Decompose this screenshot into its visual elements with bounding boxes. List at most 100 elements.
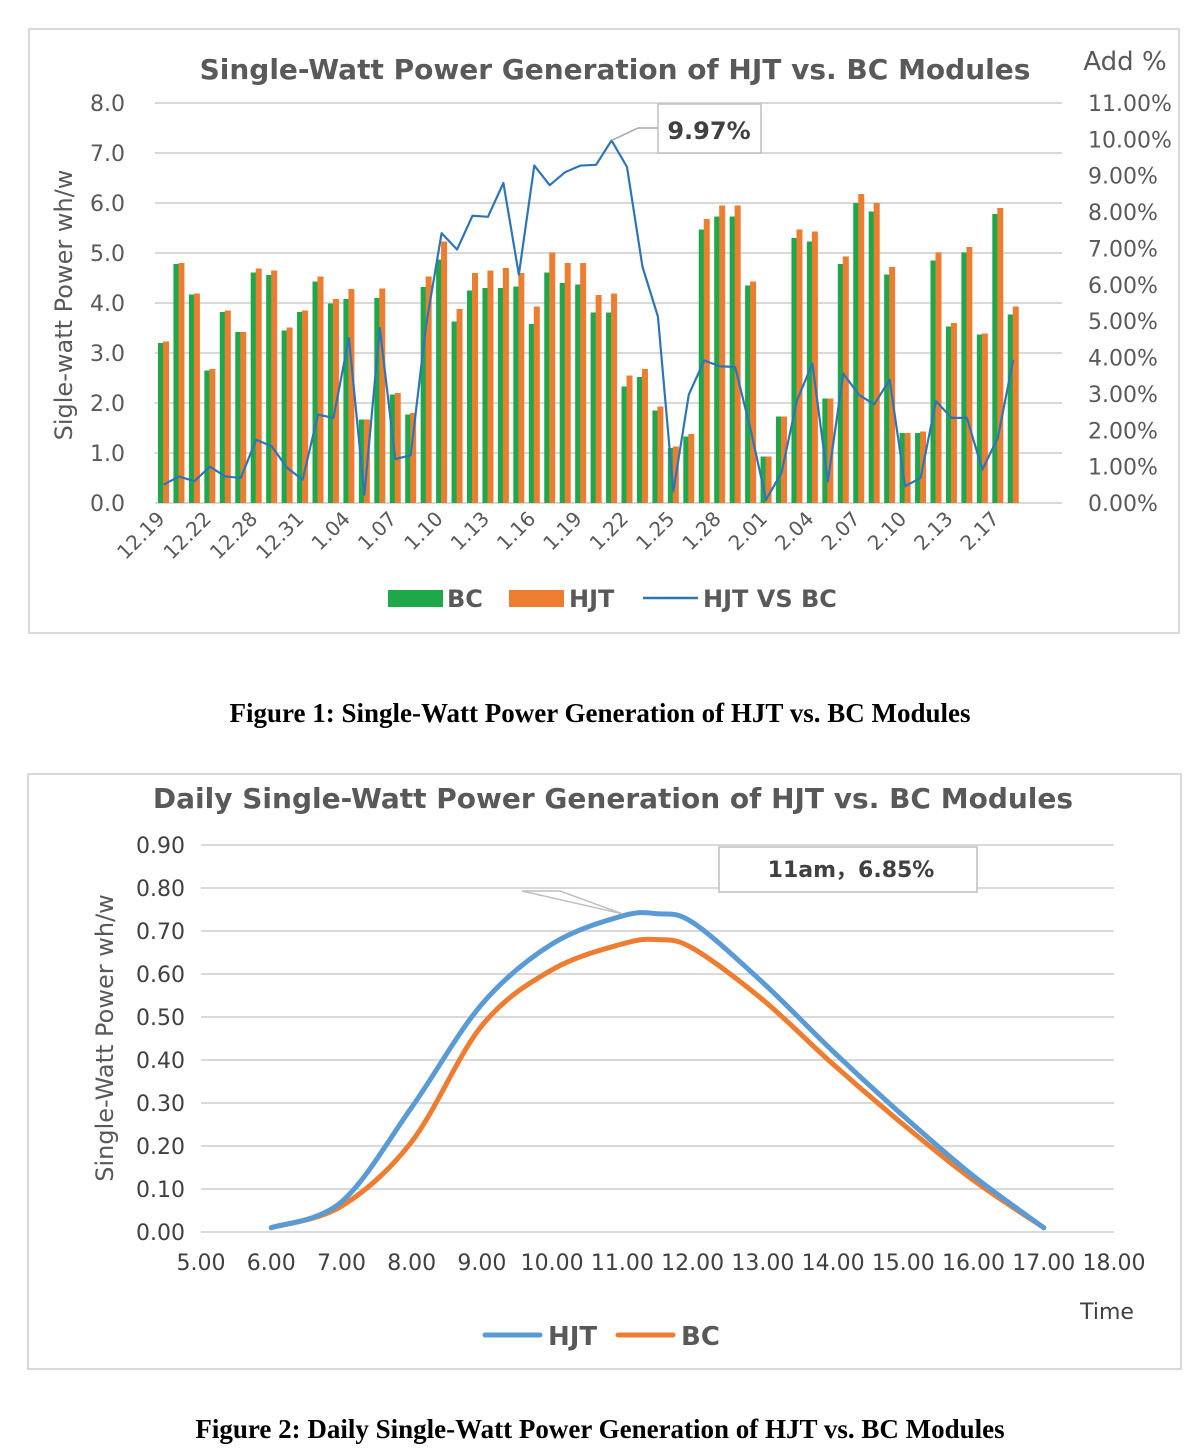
y-tick-label: 0.0 <box>90 492 125 517</box>
bar-hjt <box>950 323 957 503</box>
bar-hjt <box>611 293 618 503</box>
bar-bc <box>575 284 582 503</box>
annotation-box <box>657 103 762 154</box>
x-tick-label: 15.00 <box>872 1251 935 1276</box>
chart-2: 0.00 0.10 0.20 0.30 0.40 0.50 0.60 0.70 0.80 0.90… <box>91 782 1145 1352</box>
bar-bc <box>343 299 350 503</box>
y-axis-title: Single-Watt Power wh/w <box>91 894 119 1182</box>
bar-hjt <box>549 252 556 503</box>
bar-bc <box>683 436 690 503</box>
y-tick-label: 0.80 <box>136 877 185 902</box>
bar-hjt <box>518 273 525 503</box>
line-hjt-vs-bc <box>162 139 1015 501</box>
y-tick-label: 0.60 <box>136 963 185 988</box>
bar-bc <box>436 259 443 503</box>
bar-bc <box>389 394 396 503</box>
x-tick-label: 10.00 <box>521 1251 584 1276</box>
bar-hjt <box>842 256 849 503</box>
legend-swatch-hjt <box>509 590 564 607</box>
bar-bc <box>420 287 427 503</box>
bar-hjt <box>302 310 309 503</box>
bar-bc <box>760 456 767 503</box>
y2-tick-label: 3.00% <box>1088 383 1158 408</box>
bar-bc <box>513 286 520 503</box>
annotation-label: 9.97% <box>667 117 750 145</box>
bar-bc <box>188 294 195 503</box>
legend-label-hjt: HJT <box>548 1322 597 1352</box>
bar-hjt <box>255 268 262 503</box>
y-tick-label: 6.0 <box>90 192 125 217</box>
bar-hjt <box>811 231 818 503</box>
bar-bc <box>219 312 226 503</box>
bar-hjt <box>379 288 386 503</box>
bar-hjt <box>719 205 726 503</box>
y2-tick-label: 7.00% <box>1088 237 1158 262</box>
y-tick-label: 0.50 <box>136 1006 185 1031</box>
bar-hjt <box>286 327 293 503</box>
x-tick-label: 16.00 <box>942 1251 1005 1276</box>
y-tick-label: 0.30 <box>136 1092 185 1117</box>
bar-bc <box>250 272 257 503</box>
y-tick-label: 0.40 <box>136 1049 185 1074</box>
legend-label-bc: BC <box>447 585 483 613</box>
bar-hjt <box>873 203 880 503</box>
x-tick-label: 17.00 <box>1012 1251 1075 1276</box>
bar-hjt <box>502 268 509 503</box>
y-tick-label: 4.0 <box>90 292 125 317</box>
y-tick-label: 1.0 <box>90 442 125 467</box>
bar-hjt <box>348 289 355 503</box>
bar-hjt <box>1012 306 1019 503</box>
bar-hjt <box>394 393 401 503</box>
y-tick-label: 2.0 <box>90 392 125 417</box>
bar-bc <box>204 370 211 503</box>
bar-bc <box>621 386 628 503</box>
y-tick-label: 0.70 <box>136 920 185 945</box>
bar-bc <box>281 330 288 503</box>
figure-1-caption: Figure 1: Single-Watt Power Generation o… <box>229 698 971 728</box>
bar-hjt <box>657 406 664 503</box>
bar-bc <box>405 414 412 503</box>
bar-bc <box>1007 314 1014 503</box>
chart-1: 0.0 1.0 2.0 3.0 4.0 5.0 6.0 7.0 8.0 0.00% 1.00% 2.0… <box>50 47 1172 613</box>
bar-hjt <box>209 369 216 503</box>
bar-bc <box>652 410 659 503</box>
bar-hjt <box>981 333 988 503</box>
bar-bc <box>451 321 458 503</box>
figure-2-frame <box>27 773 1182 1370</box>
annotation-box <box>718 846 978 893</box>
bar-bc <box>297 312 304 503</box>
bar-hjt <box>456 309 463 503</box>
line-hjt <box>268 910 1047 1231</box>
bar-hjt <box>641 369 648 503</box>
bar-bc <box>791 238 798 503</box>
bar-bc <box>961 252 968 503</box>
y2-tick-label: 0.00% <box>1088 492 1158 517</box>
legend-label-bc: BC <box>681 1322 720 1352</box>
bar-hjt <box>688 434 695 503</box>
annotation-leader <box>611 127 658 142</box>
y-tick-label: 3.0 <box>90 342 125 367</box>
legend-label-line: HJT VS BC <box>703 585 837 613</box>
y-tick-label: 0.90 <box>136 834 185 859</box>
bar-hjt <box>626 375 633 503</box>
x-tick-label: 14.00 <box>802 1251 865 1276</box>
bar-hjt <box>271 270 278 503</box>
figure-2-caption: Figure 2: Daily Single-Watt Power Genera… <box>195 1414 1005 1444</box>
bar-hjt <box>564 263 571 503</box>
bar-bc <box>497 288 504 503</box>
bar-bc <box>822 398 829 503</box>
bar-bc <box>853 203 860 503</box>
y-tick-label: 0.00 <box>136 1221 185 1246</box>
bar-bc <box>992 214 999 503</box>
bar-hjt <box>224 310 231 503</box>
bar-bc <box>915 433 922 503</box>
y-tick-label: 5.0 <box>90 242 125 267</box>
bar-bc <box>729 216 736 503</box>
bar-bc <box>374 298 381 503</box>
y2-tick-label: 11.00% <box>1088 92 1172 117</box>
bar-bc <box>745 285 752 503</box>
y2-tick-label: 10.00% <box>1088 128 1172 153</box>
y2-tick-label: 1.00% <box>1088 456 1158 481</box>
bar-hjt <box>487 270 494 503</box>
bar-hjt <box>765 456 772 503</box>
